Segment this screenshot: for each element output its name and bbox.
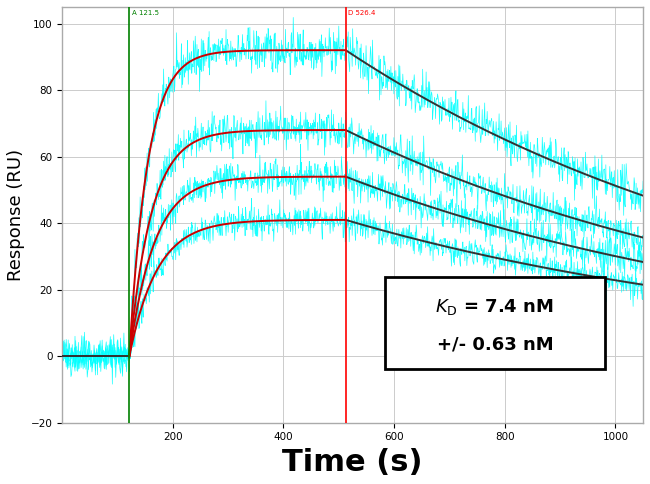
Text: A 121.5: A 121.5 (131, 10, 159, 16)
Text: D 526.4: D 526.4 (348, 10, 375, 16)
FancyBboxPatch shape (385, 277, 605, 369)
Text: $\mathit{K}_\mathrm{D}$ = 7.4 nM: $\mathit{K}_\mathrm{D}$ = 7.4 nM (436, 298, 554, 318)
Text: +/- 0.63 nM: +/- 0.63 nM (437, 335, 553, 353)
X-axis label: Time (s): Time (s) (282, 448, 423, 477)
Y-axis label: Response (RU): Response (RU) (7, 149, 25, 281)
